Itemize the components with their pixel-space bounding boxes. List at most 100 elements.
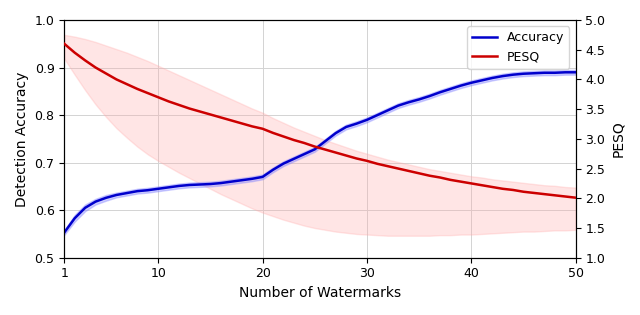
PESQ <box>478 183 486 187</box>
Accuracy <box>217 181 225 185</box>
PESQ <box>290 138 298 142</box>
PESQ <box>311 145 319 148</box>
Accuracy <box>165 186 173 189</box>
PESQ <box>520 190 527 194</box>
PESQ <box>436 175 444 179</box>
Accuracy <box>71 216 79 220</box>
X-axis label: Number of Watermarks: Number of Watermarks <box>239 286 401 300</box>
Accuracy <box>353 122 360 126</box>
Accuracy <box>405 100 413 104</box>
Accuracy <box>509 73 517 77</box>
Accuracy <box>332 131 339 135</box>
Accuracy <box>374 113 381 117</box>
PESQ <box>113 77 120 81</box>
PESQ <box>363 159 371 163</box>
Accuracy <box>301 152 308 156</box>
PESQ <box>394 167 402 170</box>
PESQ <box>60 42 68 46</box>
PESQ <box>467 181 475 185</box>
Accuracy <box>144 188 152 192</box>
Accuracy <box>113 193 120 197</box>
Accuracy <box>123 191 131 195</box>
PESQ <box>154 95 162 99</box>
PESQ <box>530 191 538 195</box>
Accuracy <box>572 71 580 74</box>
Accuracy <box>207 182 214 186</box>
PESQ <box>238 122 246 125</box>
PESQ <box>384 164 392 168</box>
Accuracy <box>561 71 569 74</box>
PESQ <box>248 124 256 128</box>
PESQ <box>259 127 266 131</box>
Accuracy <box>520 72 527 76</box>
PESQ <box>561 195 569 198</box>
Line: Accuracy: Accuracy <box>64 72 576 232</box>
PESQ <box>415 171 423 175</box>
PESQ <box>217 116 225 119</box>
PESQ <box>499 187 506 191</box>
Accuracy <box>321 139 329 143</box>
PESQ <box>227 118 235 122</box>
PESQ <box>457 180 465 184</box>
PESQ <box>572 196 580 200</box>
PESQ <box>509 188 517 192</box>
PESQ <box>134 87 141 91</box>
Accuracy <box>488 76 496 80</box>
Accuracy <box>269 168 277 172</box>
PESQ <box>102 72 110 75</box>
Accuracy <box>530 72 538 75</box>
PESQ <box>144 91 152 95</box>
PESQ <box>196 110 204 113</box>
Line: PESQ: PESQ <box>64 44 576 198</box>
Accuracy <box>384 108 392 112</box>
PESQ <box>123 82 131 86</box>
Accuracy <box>551 71 559 75</box>
PESQ <box>551 193 559 197</box>
Accuracy <box>81 206 89 210</box>
PESQ <box>186 107 193 111</box>
Accuracy <box>541 71 548 75</box>
PESQ <box>488 185 496 189</box>
Accuracy <box>238 178 246 182</box>
PESQ <box>426 174 433 178</box>
Legend: Accuracy, PESQ: Accuracy, PESQ <box>467 26 570 68</box>
PESQ <box>81 59 89 62</box>
Accuracy <box>154 187 162 191</box>
Accuracy <box>499 74 506 78</box>
Y-axis label: PESQ: PESQ <box>611 120 625 157</box>
Accuracy <box>60 231 68 234</box>
Accuracy <box>134 189 141 193</box>
Accuracy <box>457 84 465 88</box>
Accuracy <box>415 98 423 101</box>
Accuracy <box>259 175 266 179</box>
Accuracy <box>280 162 287 165</box>
PESQ <box>280 135 287 138</box>
Accuracy <box>186 183 193 187</box>
Accuracy <box>290 157 298 161</box>
Accuracy <box>447 87 454 91</box>
Accuracy <box>478 78 486 82</box>
Accuracy <box>394 104 402 107</box>
Accuracy <box>248 177 256 181</box>
Accuracy <box>342 125 350 129</box>
Accuracy <box>227 180 235 184</box>
Accuracy <box>92 200 99 203</box>
Accuracy <box>436 90 444 94</box>
Accuracy <box>196 183 204 186</box>
Accuracy <box>311 147 319 151</box>
PESQ <box>207 112 214 116</box>
Accuracy <box>363 118 371 122</box>
PESQ <box>301 141 308 145</box>
PESQ <box>175 103 183 107</box>
PESQ <box>541 192 548 196</box>
PESQ <box>374 162 381 166</box>
PESQ <box>321 148 329 152</box>
PESQ <box>92 66 99 69</box>
Y-axis label: Detection Accuracy: Detection Accuracy <box>15 71 29 207</box>
PESQ <box>353 157 360 160</box>
PESQ <box>447 178 454 182</box>
PESQ <box>342 154 350 158</box>
PESQ <box>269 131 277 135</box>
PESQ <box>71 51 79 54</box>
Accuracy <box>175 184 183 188</box>
